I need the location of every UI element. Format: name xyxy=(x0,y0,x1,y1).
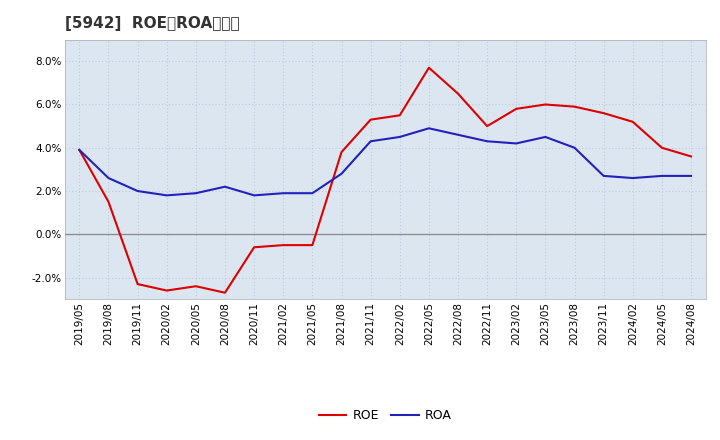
ROA xyxy=(250,193,258,198)
ROA xyxy=(133,188,142,194)
ROE xyxy=(599,110,608,116)
Legend: ROE, ROA: ROE, ROA xyxy=(313,404,457,427)
ROA xyxy=(220,184,229,189)
ROA xyxy=(425,126,433,131)
ROE xyxy=(308,242,317,248)
ROE xyxy=(483,124,492,129)
Line: ROA: ROA xyxy=(79,128,691,195)
ROE xyxy=(220,290,229,295)
ROA xyxy=(657,173,666,179)
ROE xyxy=(337,150,346,155)
ROA xyxy=(570,145,579,150)
ROA xyxy=(75,147,84,153)
ROA xyxy=(366,139,375,144)
ROE xyxy=(104,199,113,205)
ROA xyxy=(192,191,200,196)
ROE xyxy=(366,117,375,122)
ROA xyxy=(163,193,171,198)
ROA xyxy=(279,191,287,196)
ROE xyxy=(163,288,171,293)
ROA xyxy=(308,191,317,196)
ROA xyxy=(687,173,696,179)
ROE xyxy=(512,106,521,111)
ROA xyxy=(629,176,637,181)
ROE xyxy=(570,104,579,109)
ROE xyxy=(279,242,287,248)
ROA xyxy=(454,132,462,137)
ROA xyxy=(483,139,492,144)
ROA xyxy=(395,134,404,139)
ROE xyxy=(133,282,142,287)
ROA xyxy=(599,173,608,179)
ROE xyxy=(687,154,696,159)
ROE xyxy=(629,119,637,125)
ROE xyxy=(75,147,84,153)
ROA xyxy=(512,141,521,146)
ROE xyxy=(657,145,666,150)
ROA xyxy=(337,171,346,176)
ROE xyxy=(250,245,258,250)
ROE xyxy=(192,284,200,289)
ROE xyxy=(395,113,404,118)
Line: ROE: ROE xyxy=(79,68,691,293)
ROA xyxy=(541,134,550,139)
Text: [5942]  ROE、ROAの推移: [5942] ROE、ROAの推移 xyxy=(65,16,240,32)
ROA xyxy=(104,176,113,181)
ROE xyxy=(541,102,550,107)
ROE xyxy=(425,65,433,70)
ROE xyxy=(454,91,462,96)
